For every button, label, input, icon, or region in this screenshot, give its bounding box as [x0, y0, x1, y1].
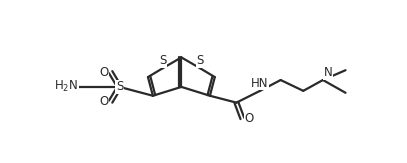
Text: N: N	[324, 66, 333, 79]
Text: S: S	[116, 80, 123, 93]
Text: O: O	[244, 112, 254, 125]
Text: S: S	[159, 54, 166, 67]
Text: O: O	[99, 95, 109, 108]
Text: HN: HN	[251, 77, 269, 90]
Text: S: S	[196, 54, 204, 67]
Text: $\mathregular{H_2N}$: $\mathregular{H_2N}$	[54, 79, 78, 94]
Text: O: O	[99, 66, 109, 79]
